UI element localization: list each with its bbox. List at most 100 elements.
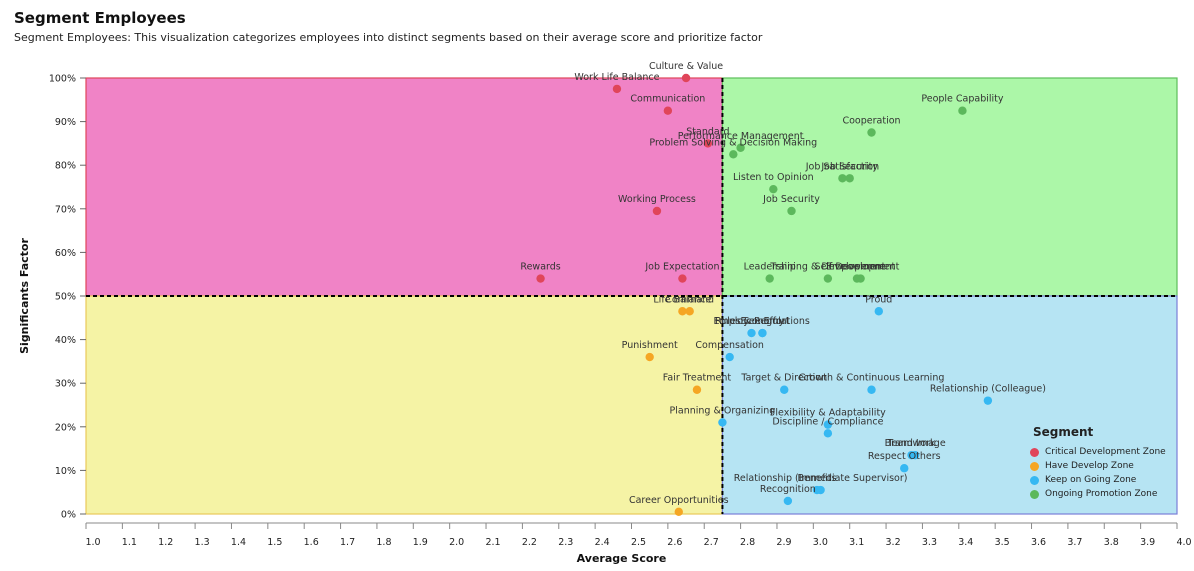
- data-label: Problem Solving & Decision Making: [649, 137, 817, 148]
- legend-dot-icon: [1030, 489, 1039, 499]
- data-point: [823, 274, 833, 283]
- x-tick-label: 1.1: [122, 537, 137, 548]
- data-point: [536, 274, 545, 283]
- x-tick-label: 1.8: [376, 537, 391, 548]
- data-label: Job Expectation: [644, 262, 719, 273]
- data-point: [867, 385, 876, 394]
- data-point: [983, 396, 993, 405]
- data-point: [736, 143, 745, 152]
- data-label: Brand Image: [885, 438, 946, 449]
- data-label: Benefits: [798, 473, 837, 484]
- data-label: Flexibility & Adaptability: [770, 408, 886, 419]
- data-label: Target & Direction: [740, 373, 827, 384]
- data-label: Rewards: [520, 262, 560, 273]
- x-tick-label: 3.8: [1104, 537, 1119, 548]
- y-tick-label: 20%: [55, 422, 76, 433]
- data-point: [787, 206, 796, 216]
- x-tick-label: 2.8: [740, 537, 755, 548]
- x-tick-label: 1.6: [304, 537, 319, 548]
- y-tick-label: 10%: [55, 466, 76, 477]
- data-label: Growth & Continuous Learning: [799, 373, 945, 384]
- x-tick-label: 3.2: [886, 537, 901, 548]
- data-label: Fair Treatment: [663, 373, 732, 384]
- x-tick-label: 1.5: [267, 537, 282, 548]
- data-label: Respect Others: [868, 451, 941, 462]
- zone-ongoing-promotion-zone: [721, 77, 1178, 297]
- data-label: Compensation: [695, 340, 764, 351]
- data-point: [663, 106, 673, 115]
- data-label: Training & Development: [769, 262, 885, 273]
- data-point: [852, 274, 862, 283]
- x-tick-label: 2.6: [667, 537, 682, 548]
- data-point: [874, 307, 883, 316]
- legend-dot-icon: [1030, 447, 1039, 457]
- data-point: [729, 150, 738, 159]
- data-point: [823, 429, 833, 438]
- data-label: Job Security: [762, 194, 820, 205]
- data-point: [678, 274, 687, 283]
- data-point: [845, 174, 854, 183]
- data-label: Cooperation: [842, 116, 900, 127]
- data-label: Economy: [741, 316, 785, 327]
- data-point: [907, 450, 916, 460]
- chart-legend: Segment Critical Development Zone Have D…: [1030, 425, 1166, 501]
- data-point: [758, 328, 767, 338]
- y-tick-label: 80%: [55, 161, 76, 172]
- legend-label: Critical Development Zone: [1045, 447, 1166, 457]
- legend-label: Ongoing Promotion Zone: [1045, 489, 1158, 499]
- data-point: [823, 420, 833, 429]
- data-label: Job Security: [820, 161, 878, 172]
- x-tick-label: 2.9: [776, 537, 791, 548]
- data-label: Employee Effort: [713, 316, 789, 327]
- data-label: Work Life Balance: [574, 72, 659, 83]
- data-label: Leadership: [744, 262, 796, 273]
- data-point: [838, 174, 847, 183]
- x-tick-label: 3.0: [813, 537, 828, 548]
- data-label: Recognition: [760, 484, 816, 495]
- data-label: Teamwork: [886, 438, 936, 449]
- x-tick-label: 2.3: [558, 537, 573, 548]
- data-point: [678, 307, 687, 316]
- data-label: Job Satisfaction: [805, 161, 879, 172]
- legend-dot-icon: [1030, 461, 1039, 471]
- data-point: [703, 139, 713, 148]
- x-tick-label: 3.9: [1140, 537, 1155, 548]
- x-axis-title: Average Score: [577, 552, 667, 565]
- data-point: [645, 352, 654, 362]
- zone-have-develop-zone: [85, 295, 724, 515]
- x-tick-label: 1.7: [340, 537, 355, 548]
- y-tick-label: 0%: [61, 510, 76, 521]
- x-tick-label: 2.4: [595, 537, 610, 548]
- page-title: Segment Employees: [14, 9, 186, 27]
- y-tick-label: 50%: [55, 292, 76, 303]
- data-point: [718, 418, 727, 427]
- x-tick-label: 4.0: [1176, 537, 1191, 548]
- data-point: [812, 485, 822, 495]
- data-point: [681, 73, 691, 83]
- legend-item[interactable]: Have Develop Zone: [1030, 459, 1166, 473]
- legend-item[interactable]: Ongoing Promotion Zone: [1030, 487, 1166, 501]
- data-point: [765, 274, 774, 283]
- x-tick-label: 1.0: [85, 537, 100, 548]
- zone-keep-on-going-zone: [721, 295, 1178, 515]
- x-tick-label: 1.3: [195, 537, 210, 548]
- data-label: Relationship (Colleague): [930, 384, 1046, 395]
- legend-item[interactable]: Critical Development Zone: [1030, 445, 1166, 459]
- data-point: [769, 184, 778, 194]
- data-label: Culture & Value: [649, 61, 723, 72]
- legend-title: Segment: [1033, 425, 1094, 439]
- data-point: [780, 385, 789, 394]
- y-tick-label: 90%: [55, 117, 76, 128]
- legend-dot-icon: [1030, 475, 1039, 485]
- data-point: [612, 84, 622, 94]
- data-label: Working Process: [618, 194, 696, 205]
- data-label: Listen to Opinion: [733, 172, 814, 183]
- data-label: Self Development: [815, 262, 900, 273]
- data-point: [725, 352, 734, 362]
- data-point: [674, 507, 683, 517]
- data-label: Career Opportunities: [629, 495, 729, 506]
- data-point: [867, 128, 876, 137]
- data-label: Communication: [630, 94, 705, 105]
- legend-item[interactable]: Keep on Going Zone: [1030, 473, 1166, 487]
